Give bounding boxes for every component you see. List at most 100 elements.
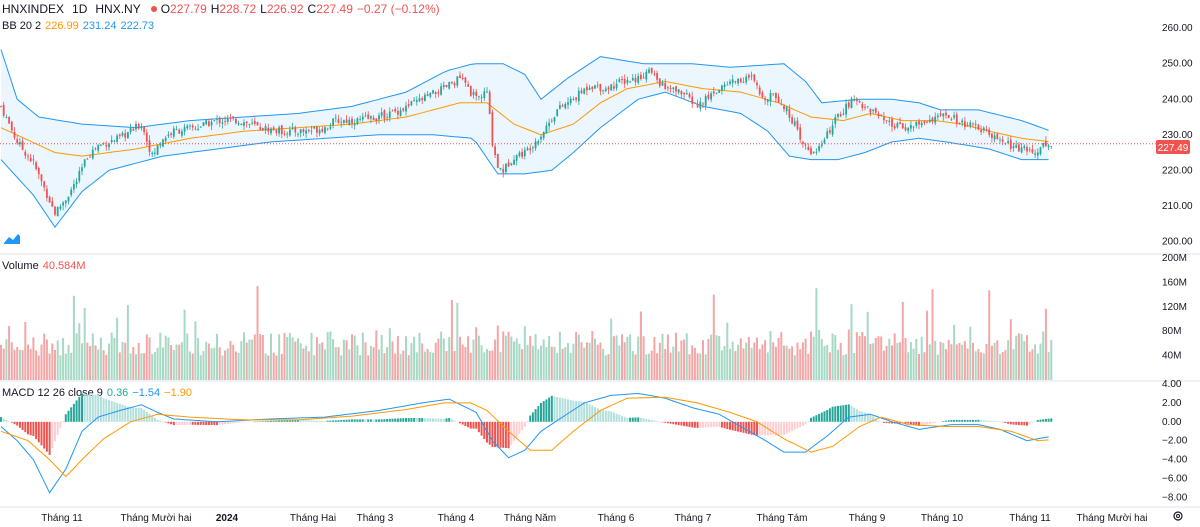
volume-bar xyxy=(159,332,162,380)
bb-fill xyxy=(1,49,1049,228)
macd-histogram-bar xyxy=(75,400,78,422)
macd-histogram-bar xyxy=(51,421,54,449)
candle-body xyxy=(920,122,923,126)
volume-name[interactable]: Volume xyxy=(2,260,39,272)
candle-body xyxy=(226,119,229,122)
bb-legend[interactable]: BB 20 2 226.99 231.24 222.73 xyxy=(2,19,158,33)
volume-bar xyxy=(10,342,13,380)
macd-histogram-bar xyxy=(936,421,939,423)
macd-histogram-bar xyxy=(931,421,934,424)
macd-histogram-bar xyxy=(423,418,426,422)
macd-histogram-bar xyxy=(83,393,86,422)
macd-pane[interactable] xyxy=(0,392,1053,494)
volume-bar xyxy=(702,340,704,380)
candle-body xyxy=(915,122,918,126)
macd-histogram-bar xyxy=(691,421,694,428)
candle-body xyxy=(618,79,621,82)
candle-body xyxy=(78,170,81,181)
candle-body xyxy=(648,69,650,73)
macd-histogram-bar xyxy=(475,421,478,429)
volume-bar xyxy=(615,335,618,380)
tradingview-logo-icon[interactable] xyxy=(3,232,21,246)
volume-bar xyxy=(626,336,629,380)
macd-histogram-bar xyxy=(356,419,359,422)
volume-bar xyxy=(774,346,777,380)
interval[interactable]: 1D xyxy=(72,2,88,16)
macd-histogram-bar xyxy=(669,421,672,424)
candle-body xyxy=(793,121,796,126)
volume-bar xyxy=(661,333,664,380)
candle-body xyxy=(162,139,164,147)
macd-histogram-bar xyxy=(45,421,48,452)
volume-legend[interactable]: Volume 40.584M xyxy=(2,259,90,273)
candle-body xyxy=(645,71,648,80)
volume-bar xyxy=(839,342,842,380)
candle-body xyxy=(783,105,785,110)
volume-bar xyxy=(183,309,186,380)
candle-body xyxy=(351,118,353,124)
macd-histogram-bar xyxy=(442,418,445,422)
volume-bar xyxy=(332,339,335,380)
volume-bar xyxy=(847,329,850,380)
volume-bar xyxy=(445,351,448,380)
candle-body xyxy=(923,121,926,124)
candle-body xyxy=(332,118,334,125)
candle-body xyxy=(999,139,1001,141)
volume-bar xyxy=(418,332,421,380)
candle-body xyxy=(856,98,858,102)
time-axis[interactable]: Tháng 11 Tháng Mười hai 2024 Tháng Hai Tháng… xyxy=(41,513,1147,524)
candle-body xyxy=(1028,149,1031,151)
volume-tick-label: 120M xyxy=(1162,302,1187,313)
price-pane[interactable] xyxy=(0,49,1156,228)
bb-name[interactable]: BB 20 2 xyxy=(2,20,42,32)
macd-histogram-bar xyxy=(151,415,154,422)
volume-bar xyxy=(302,348,305,380)
macd-histogram-bar xyxy=(418,418,421,422)
symbol-legend[interactable]: HNXINDEX 1D HNX.NY O227.79 H228.72 L226.92 C22… xyxy=(2,2,444,16)
bb-upper-line xyxy=(0,49,1049,131)
volume-bar xyxy=(507,331,510,380)
volume-bar xyxy=(580,342,583,380)
volume-bar xyxy=(248,339,251,380)
volume-axis[interactable]: 200M 160M 120M 80M 40M xyxy=(1162,253,1187,362)
volume-bar xyxy=(432,352,434,380)
candle-body xyxy=(197,128,199,130)
candle-body xyxy=(518,152,521,156)
volume-bar xyxy=(386,347,389,380)
macd-histogram-bar xyxy=(866,413,869,422)
candle-body xyxy=(615,83,618,89)
volume-bar xyxy=(496,325,499,380)
candle-body xyxy=(1020,147,1023,153)
macd-histogram xyxy=(0,393,1053,455)
candle-body xyxy=(807,147,810,150)
volume-bar xyxy=(729,348,731,380)
volume-bar xyxy=(286,337,289,380)
candle-body xyxy=(5,117,8,118)
macd-legend[interactable]: MACD 12 26 close 9 0.36 −1.54 −1.90 xyxy=(2,386,196,400)
symbol-name[interactable]: HNXINDEX xyxy=(2,2,65,16)
macd-axis[interactable]: 4.00 2.00 0.00 −2.00 −4.00 −6.00 −8.00 xyxy=(1162,379,1188,503)
candle-body xyxy=(829,130,831,133)
macd-histogram-bar xyxy=(159,420,162,422)
macd-histogram-bar xyxy=(561,398,564,422)
volume-bar xyxy=(329,331,332,380)
macd-histogram-bar xyxy=(585,403,588,422)
settings-icon[interactable] xyxy=(1173,511,1183,521)
candle-body xyxy=(523,149,526,156)
candle-body xyxy=(723,84,726,88)
macd-histogram-bar xyxy=(448,418,451,422)
macd-histogram-bar xyxy=(602,410,605,422)
macd-histogram-bar xyxy=(240,421,243,423)
macd-name[interactable]: MACD 12 26 close 9 xyxy=(2,387,103,399)
price-axis[interactable]: 260.00 250.00 240.00 230.00 220.00 210.00 200.… xyxy=(1162,23,1193,247)
volume-bar xyxy=(936,354,939,380)
candle-body xyxy=(764,98,766,101)
candle-body xyxy=(480,97,483,99)
volume-bar xyxy=(394,353,397,380)
volume-pane[interactable] xyxy=(0,286,1053,380)
bb-lower-value: 222.73 xyxy=(120,20,155,32)
macd-histogram-bar xyxy=(1009,421,1012,425)
volume-bar xyxy=(558,331,561,380)
open-label: O xyxy=(160,2,171,16)
